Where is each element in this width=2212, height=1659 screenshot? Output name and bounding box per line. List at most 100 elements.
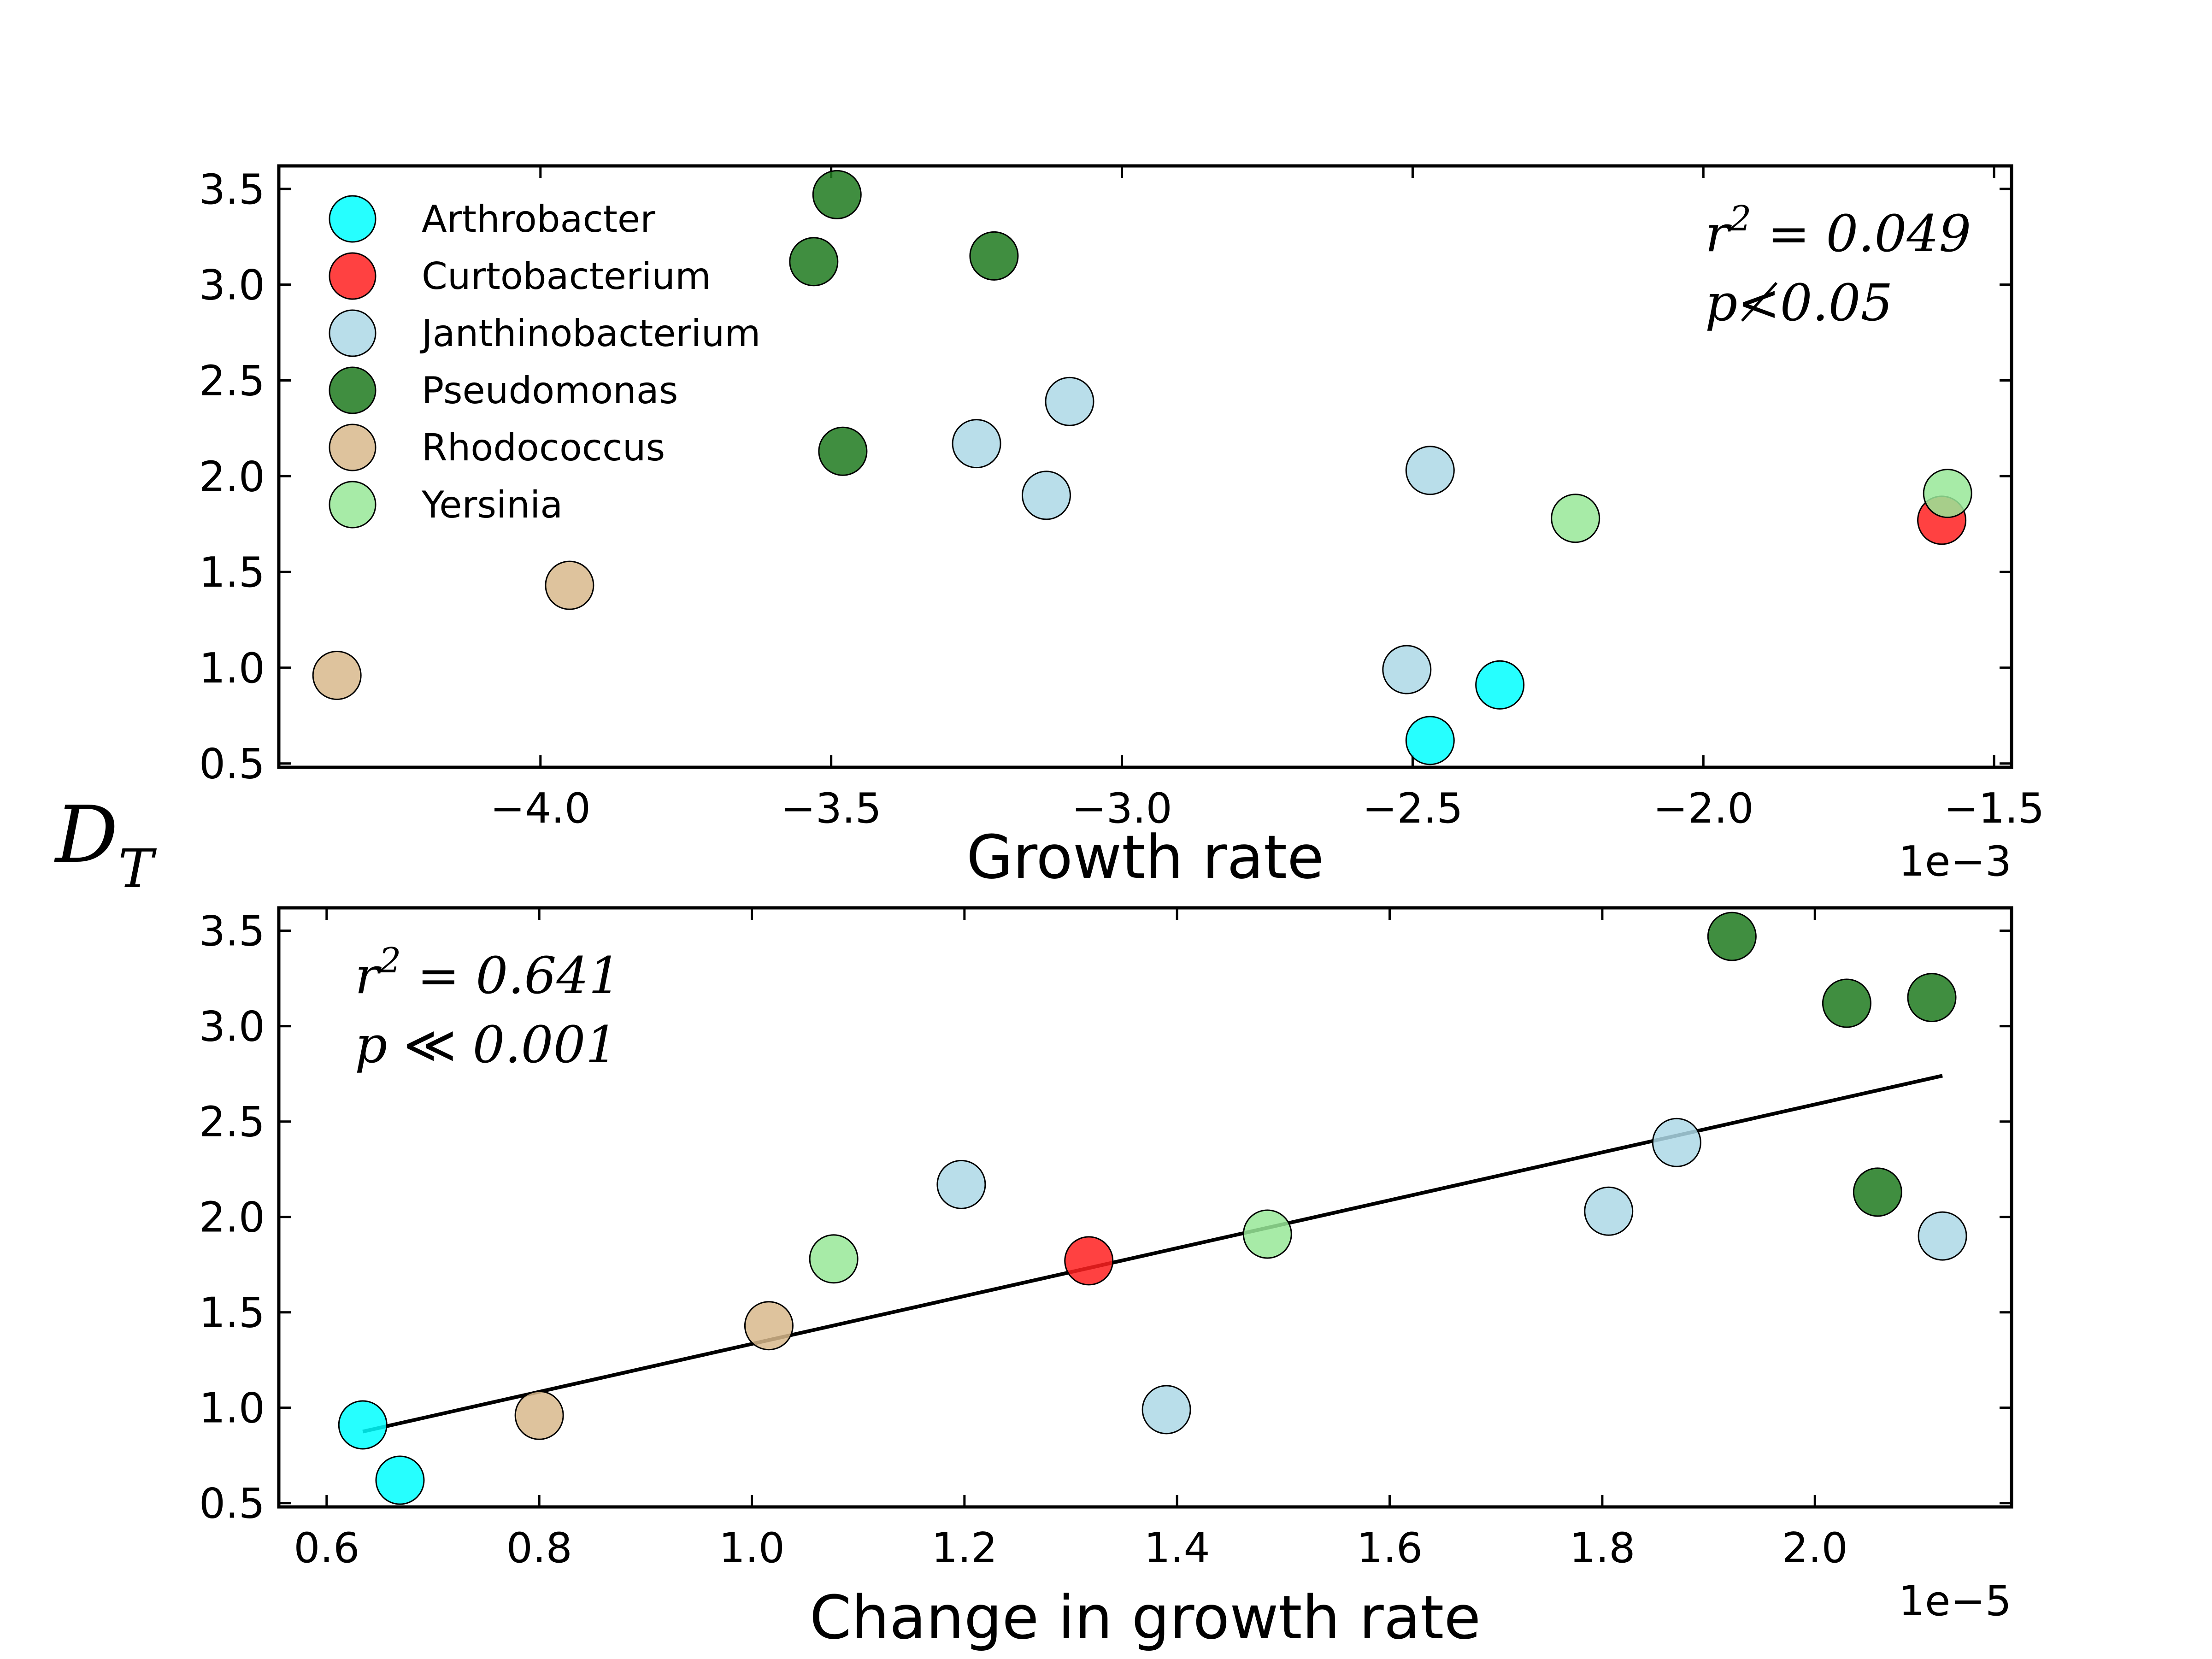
legend-label-curtobacterium: Curtobacterium	[422, 255, 711, 298]
data-point-arthrobacter	[1405, 716, 1455, 765]
data-point-rhodococcus	[545, 560, 594, 610]
data-point-janthinobacterium	[1141, 1385, 1191, 1435]
legend-label-rhodococcus: Rhodococcus	[422, 426, 665, 469]
x-tick-label: 1.8	[1569, 1524, 1635, 1572]
legend-marker-arthrobacter	[329, 195, 377, 243]
data-point-arthrobacter	[338, 1400, 388, 1450]
data-point-rhodococcus	[514, 1390, 564, 1440]
r-symbol: r	[355, 946, 382, 1005]
data-point-janthinobacterium	[1918, 1211, 1967, 1261]
p-value-annotation: p≮0.05	[1705, 273, 1893, 332]
growth-rate-panel: −4.0 −3.5 −3.0 −2.5 −2.0 −1.5 0.5 1.0 1.5 2.0 2.5 3…	[199, 164, 2045, 892]
r-value: = 0.049	[1751, 204, 1971, 263]
x-tick-label: −3.0	[1071, 784, 1172, 833]
legend-marker-pseudomonas	[329, 366, 377, 414]
legend-label-pseudomonas: Pseudomonas	[422, 369, 678, 412]
y-tick-label: 2.0	[199, 453, 265, 501]
shared-y-axis-label-base: D	[54, 789, 118, 881]
x-tick-label: 2.0	[1782, 1524, 1848, 1572]
data-point-janthinobacterium	[1405, 446, 1455, 495]
data-point-pseudomonas	[969, 231, 1019, 281]
data-point-yersinia	[1551, 494, 1600, 543]
x-tick-label: 0.6	[294, 1524, 359, 1572]
legend-marker-yersinia	[329, 481, 377, 529]
p-value-annotation: p ≪ 0.001	[355, 1015, 618, 1074]
data-point-janthinobacterium	[1584, 1186, 1634, 1236]
p-value: 0.001	[473, 1015, 618, 1074]
plot-frame	[277, 906, 2013, 1509]
y-tick-label: 2.0	[199, 1194, 265, 1242]
legend-marker-janthinobacterium	[329, 309, 377, 357]
x-tick-label: −3.5	[781, 784, 882, 833]
y-tick-label: 3.5	[199, 907, 265, 956]
series-janthinobacterium	[936, 1118, 1967, 1435]
y-tick-label: 2.5	[199, 1098, 265, 1147]
p-relation: ≪	[387, 1015, 472, 1074]
r-value: = 0.641	[401, 946, 621, 1005]
y-tick-label: 3.0	[199, 1003, 265, 1051]
y-tick-label: 1.0	[199, 644, 265, 693]
x-tick-label: 1.2	[931, 1524, 997, 1572]
data-point-janthinobacterium	[1652, 1118, 1701, 1167]
y-tick-label: 3.0	[199, 261, 265, 310]
legend-marker-curtobacterium	[329, 252, 377, 300]
r-superscript: 2	[1729, 198, 1752, 239]
shared-y-axis-label: DT	[54, 789, 157, 900]
data-point-pseudomonas	[812, 170, 862, 219]
data-point-pseudomonas	[1907, 973, 1957, 1023]
legend-label-janthinobacterium: Janthinobacterium	[419, 312, 760, 355]
shared-y-axis-label-subscript: T	[118, 838, 157, 900]
data-point-janthinobacterium	[952, 419, 1001, 469]
series-rhodococcus	[312, 560, 594, 700]
x-tick-label: −2.5	[1362, 784, 1463, 833]
data-point-rhodococcus	[312, 651, 362, 700]
series-yersinia	[809, 1209, 1292, 1284]
x-tick-label: 1.4	[1144, 1524, 1210, 1572]
r-symbol: r	[1705, 204, 1732, 263]
plot-frame	[277, 164, 2013, 769]
series-pseudomonas	[1707, 912, 1957, 1217]
r-superscript: 2	[379, 940, 401, 981]
x-tick-label: 1.0	[719, 1524, 785, 1572]
data-point-pseudomonas	[1822, 978, 1871, 1028]
y-tick-label: 1.0	[199, 1384, 265, 1433]
series-arthrobacter	[338, 1400, 425, 1505]
legend-label-yersinia: Yersinia	[421, 483, 563, 526]
data-point-yersinia	[1242, 1209, 1292, 1259]
series-curtobacterium	[1064, 1236, 1114, 1286]
y-tick-label: 1.5	[199, 1289, 265, 1337]
y-tick-label: 0.5	[199, 1480, 265, 1528]
data-point-curtobacterium	[1064, 1236, 1114, 1286]
data-point-janthinobacterium	[936, 1159, 986, 1209]
data-point-arthrobacter	[375, 1455, 425, 1505]
data-point-pseudomonas	[1853, 1167, 1902, 1217]
x-axis-offset-label: 1e−3	[1899, 837, 2012, 886]
p-relation: ≮	[1737, 273, 1780, 332]
x-tick-label: −1.5	[1944, 784, 2045, 833]
legend-label-arthrobacter: Arthrobacter	[422, 198, 655, 241]
data-point-pseudomonas	[789, 237, 839, 287]
data-point-rhodococcus	[744, 1301, 794, 1351]
p-symbol: p	[1705, 273, 1737, 332]
x-tick-label: 0.8	[506, 1524, 572, 1572]
p-symbol: p	[355, 1015, 387, 1074]
p-value: 0.05	[1780, 273, 1893, 332]
x-axis-title: Change in growth rate	[810, 1583, 1481, 1653]
r-squared-annotation: r2 = 0.049	[1705, 198, 1971, 263]
data-point-janthinobacterium	[1045, 377, 1094, 426]
x-tick-label: −4.0	[490, 784, 591, 833]
series-rhodococcus	[514, 1301, 794, 1440]
x-tick-label: 1.6	[1357, 1524, 1423, 1572]
data-point-yersinia	[1923, 469, 1972, 518]
x-axis-title: Growth rate	[966, 822, 1324, 892]
legend: Arthrobacter Curtobacterium Janthinobacter…	[329, 195, 760, 529]
x-axis-offset-label: 1e−5	[1899, 1577, 2012, 1625]
series-janthinobacterium	[952, 377, 1455, 694]
y-tick-label: 3.5	[199, 165, 265, 214]
r-squared-annotation: r2 = 0.641	[355, 940, 621, 1005]
data-point-arthrobacter	[1475, 660, 1525, 710]
data-point-pseudomonas	[818, 426, 868, 476]
data-point-pseudomonas	[1707, 912, 1757, 961]
series-arthrobacter	[1405, 660, 1525, 765]
